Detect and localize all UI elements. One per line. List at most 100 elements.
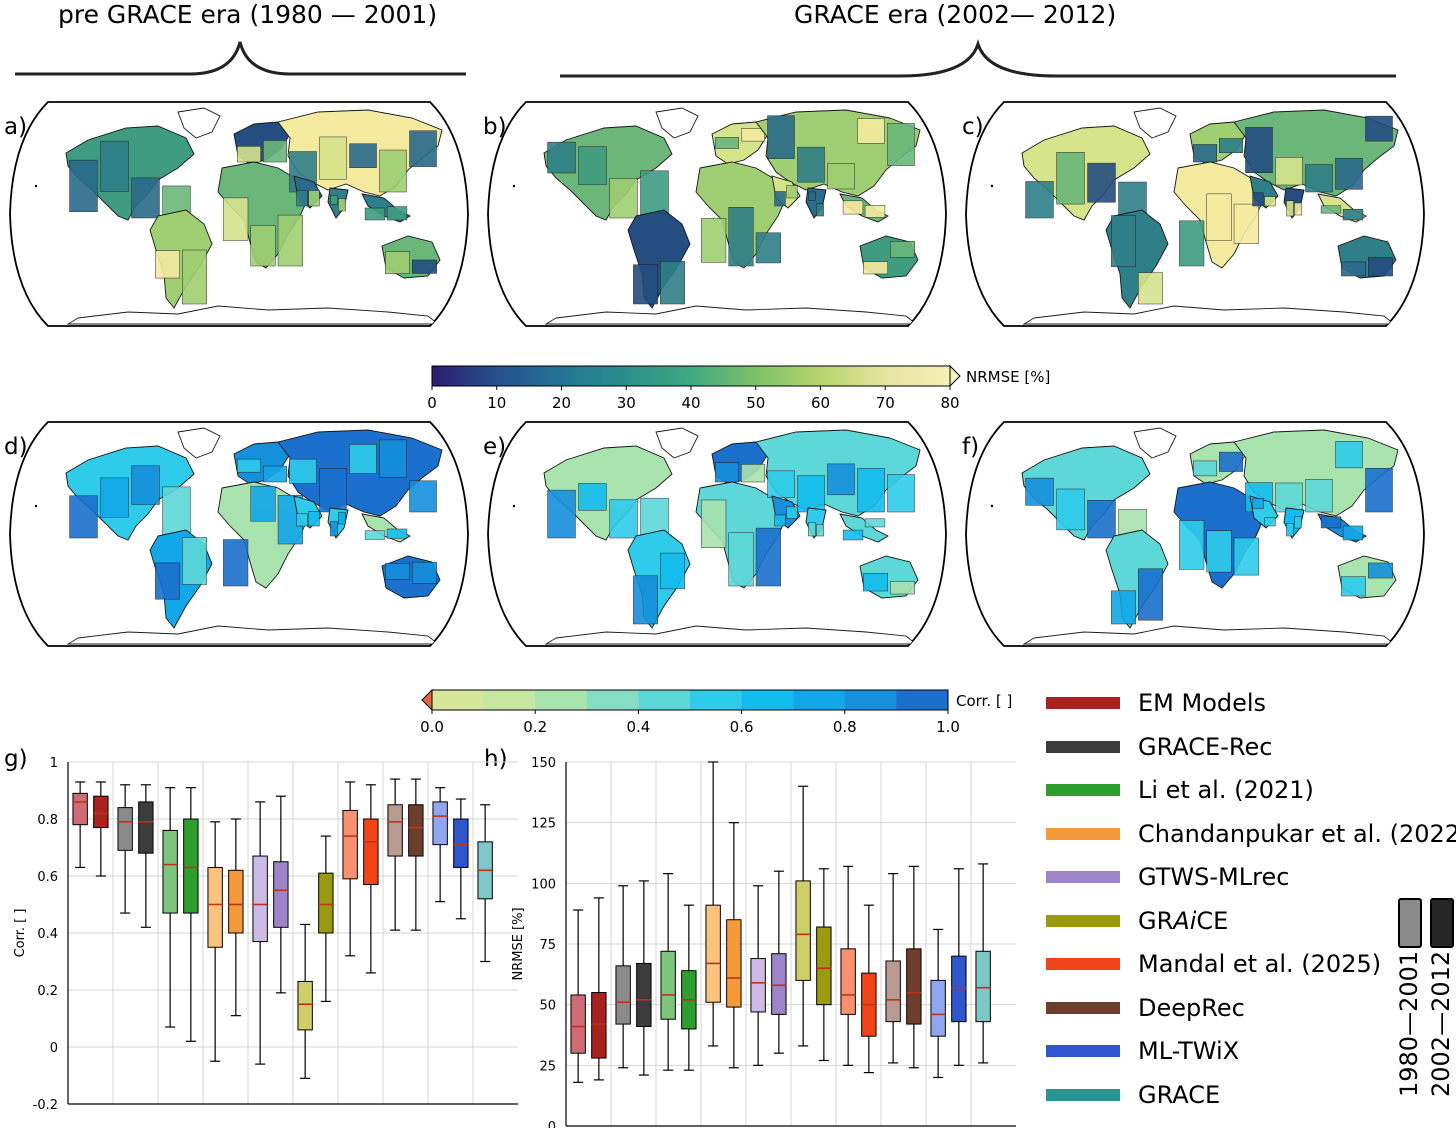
island-dot: [990, 504, 994, 508]
box-iqr: [615, 965, 631, 1025]
box-iqr: [795, 880, 811, 981]
box-iqr: [318, 872, 334, 934]
period-swatch: [1430, 898, 1454, 948]
southAmerica-basin: [182, 537, 207, 585]
box-iqr: [183, 818, 199, 914]
asia-basin: [319, 468, 347, 513]
legend-item: ML-TWiX: [1046, 1034, 1239, 1068]
africa-basin: [1233, 537, 1259, 576]
box-iqr: [906, 948, 922, 1025]
legend-swatch: [1046, 1045, 1120, 1057]
y-tick-label: 25: [539, 1059, 556, 1074]
southAmerica-basin: [155, 250, 180, 279]
box-mandal-et-al-2025--pre: [342, 781, 358, 957]
colorbar-tick-label: 0.2: [523, 718, 547, 736]
period-label: 1980—2001: [1395, 950, 1423, 1097]
asia-basin: [887, 123, 915, 166]
asia-basin: [767, 115, 795, 159]
europe-basin: [237, 146, 261, 163]
legend-swatch: [1046, 914, 1120, 927]
box-iqr: [138, 801, 154, 854]
box-mandal-et-al-2025--grace: [363, 784, 379, 974]
seAsia-basin: [1320, 516, 1342, 529]
y-tick-label: 0.4: [37, 927, 58, 942]
legend-item: Chandanpukar et al. (2022): [1046, 817, 1456, 851]
europe-basin: [741, 128, 765, 142]
y-tick-label: 1: [50, 756, 58, 771]
arabia-basin: [308, 190, 320, 207]
asia-basin: [1275, 482, 1303, 513]
africa-basin: [1233, 203, 1259, 244]
northAmerica-basin: [640, 170, 669, 219]
arabia-basin: [774, 514, 786, 527]
legend-label: ML-TWiX: [1138, 1037, 1240, 1065]
y-tick-label: 75: [539, 938, 556, 953]
africa-basin: [728, 532, 754, 587]
box-iqr: [591, 992, 607, 1059]
box-graice-pre: [297, 923, 313, 1079]
legend-swatch: [1046, 871, 1120, 883]
europe-basin: [1219, 138, 1243, 153]
box-deeprec-grace: [408, 778, 424, 931]
africa-basins: [1173, 161, 1265, 269]
africa-basin: [701, 499, 727, 548]
box-grace-grace: [975, 863, 991, 1064]
seAsia-basin: [386, 206, 408, 221]
africa-basin: [728, 207, 754, 267]
box-chandanpukar-et-al-2022--pre: [705, 761, 721, 1047]
legend-item: DeepRec: [1046, 991, 1245, 1025]
island-dot: [512, 184, 516, 188]
grace-era-brace: [560, 38, 1396, 78]
india-basin: [1294, 516, 1302, 529]
box-grace-rec-pre: [615, 885, 631, 1069]
period-swatch: [1398, 898, 1422, 948]
australia-basin: [863, 261, 888, 275]
asia-basin: [319, 136, 347, 180]
box-grace-rec-pre: [117, 784, 133, 914]
india-basins: [327, 507, 349, 539]
legend-item: GTWS-MLrec: [1046, 860, 1289, 894]
box-iqr: [228, 869, 244, 934]
box-li-et-al-2021--pre: [162, 787, 178, 1028]
arabia-basin: [296, 190, 308, 207]
arabia-basin: [1252, 192, 1264, 207]
southAmerica-basin: [155, 562, 180, 600]
box-gtws-mlrec-pre: [750, 885, 766, 1066]
india-basin: [330, 521, 338, 537]
panel-label-c: c): [962, 114, 984, 140]
colorbar-extend-arrow: [949, 364, 961, 388]
greenland-region: [177, 427, 221, 459]
colorbar-tick-label: 20: [552, 394, 571, 412]
nrmse-colorbar: 0 10 20 30 40 50 60 70 80 NRMSE [%]: [427, 364, 1050, 412]
colorbar-tick-label: 80: [940, 394, 959, 412]
asia-basin: [1365, 468, 1393, 513]
box-mandal-et-al-2025--grace: [861, 904, 877, 1074]
europe-basin: [263, 140, 287, 163]
panel-label-h: h): [484, 746, 508, 772]
seAsia-basin: [364, 207, 386, 221]
northAmerica-basin: [131, 465, 160, 505]
legend-item: GRACE: [1046, 1078, 1220, 1112]
box-em-models-pre: [570, 909, 586, 1083]
antarctica-region: [544, 625, 918, 645]
box-iqr: [750, 958, 766, 1013]
y-tick-label: 0.6: [37, 870, 58, 885]
greenland-region: [1133, 107, 1177, 139]
box-ml-twix-grace: [951, 868, 967, 1066]
period-legend-item: 2002—2012: [1427, 898, 1455, 1097]
corr-colorbar-segment: [638, 690, 691, 710]
northAmerica-basin: [547, 141, 576, 174]
legend-label: Mandal et al. (2025): [1138, 950, 1382, 978]
corr-colorbar-segment: [483, 690, 536, 710]
corr-boxplot: 1 0.8 0.6 0.4 0.2 0 -0.2 Corr. [ ]: [13, 756, 518, 1113]
box-iqr: [273, 861, 289, 928]
box-iqr: [570, 994, 586, 1054]
box-iqr: [117, 807, 133, 851]
africa-basin: [701, 218, 727, 263]
africa-basin: [250, 225, 276, 267]
europe-basin: [237, 458, 261, 473]
legend-label: GRACE: [1138, 1080, 1221, 1109]
box-deeprec-grace: [906, 865, 922, 1069]
northAmerica-basin: [609, 499, 638, 539]
period-label: 2002—2012: [1427, 950, 1455, 1097]
